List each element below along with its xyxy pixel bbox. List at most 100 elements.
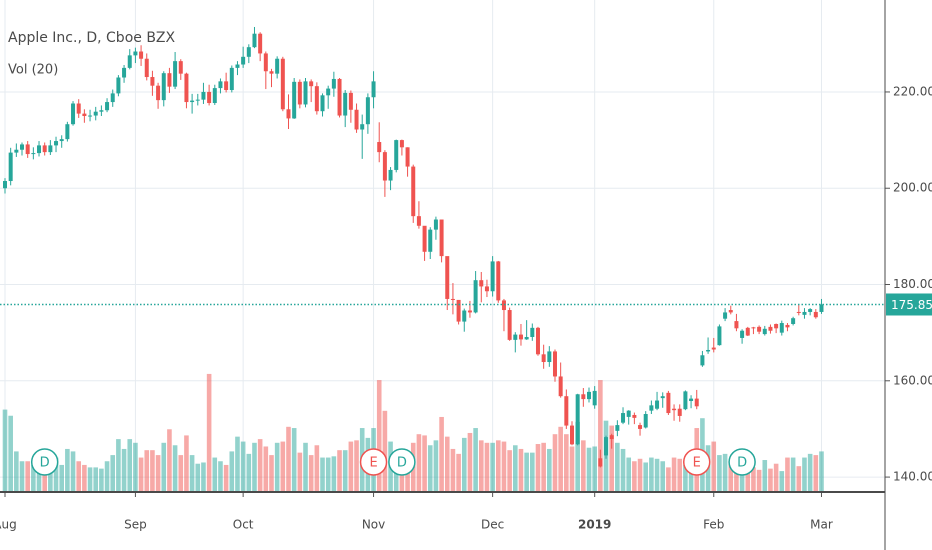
volume-bar [337,450,342,492]
candle-body [224,81,229,91]
volume-bar [581,440,586,492]
volume-bar [677,458,683,492]
volume-bar [138,457,144,492]
candle-body [246,47,251,57]
candle-body [326,88,331,96]
volume-bar [291,428,297,492]
candle-body [212,88,217,104]
volume-bar [779,471,785,492]
candle-body [723,312,728,319]
event-label: E [693,456,701,471]
volume-bar [65,448,70,492]
candle-body [116,77,121,94]
candle-body [575,394,580,445]
x-tick-label: Feb [703,518,724,532]
candle-body [535,327,540,355]
volume-bar [133,442,138,492]
volume-bar [450,448,456,492]
event-marker [682,448,711,476]
candle-body [371,81,376,98]
event-marker [359,448,388,476]
candle-body [133,51,138,56]
volume-bar [495,440,501,492]
candle-body [377,142,382,153]
volume-bar [643,462,649,492]
candle-body [757,326,762,332]
candle-body [59,139,64,142]
volume-bar [110,455,116,492]
x-tick-label: Mar [810,518,833,532]
volume-bar [382,410,388,492]
candle-body [76,103,81,114]
candle-body [365,97,370,125]
volume-bar [535,444,541,492]
candle-body [360,124,365,130]
candle-body [802,311,807,315]
volume-bar [314,445,320,492]
candle-body [195,99,200,101]
y-tick-label: 180.00 [893,277,932,291]
candle-body [740,330,745,338]
candle-body [518,334,523,340]
candle-body [621,413,626,423]
volume-bar [796,466,802,492]
candle-body [649,405,654,411]
volume-bar [444,436,450,492]
candle-body [3,181,7,189]
candle-body [382,152,387,181]
y-tick-label: 200.00 [893,181,932,195]
candle-body [161,73,166,101]
candle-body [507,310,512,340]
volume-bar [654,458,660,492]
volume-bar [76,461,82,492]
volume-bar [19,461,25,492]
volume-bar [762,460,768,492]
volume-bar [121,448,127,492]
volume-bar [671,457,677,492]
candle-body [484,286,489,292]
volume-bar [717,455,722,492]
candle-body [54,141,59,146]
candle-body [286,109,291,119]
candle-body [479,280,484,287]
candle-body [467,310,472,313]
candle-body [235,64,240,68]
candle-body [303,81,308,105]
candle-body [683,391,688,410]
candle-body [672,408,677,411]
candle-body [615,425,620,431]
candle-body [348,92,353,110]
candle-body [99,110,104,112]
candle-body [564,396,569,426]
volume-bar [722,453,728,492]
candle-body [156,85,161,101]
volume-bar [813,455,819,492]
candle-body [190,100,195,103]
volume-bar [195,463,201,492]
candle-body [581,394,586,400]
volume-bar [172,445,178,492]
volume-bar [773,463,779,492]
volume-bar [184,435,189,492]
volume-bar [93,467,99,492]
volume-bar [280,441,286,492]
volume-bar [807,453,813,492]
event-marker [30,448,59,476]
candle-body [42,145,47,153]
candle-body [388,169,393,181]
candle-body [745,327,750,336]
x-tick-label: Sep [124,518,147,532]
volume-bar [82,464,87,492]
volume-bar [87,467,93,492]
candle-body [513,334,518,340]
x-tick-label: Aug [0,518,17,532]
x-tick-label: 2019 [578,518,611,532]
candle-body [717,326,722,346]
candle-body [677,408,682,416]
volume-bar [592,446,597,492]
candle-body [638,425,643,429]
candle-body [105,102,110,111]
volume-bar [558,426,563,492]
volume-bar [42,467,47,492]
volume-bar [632,461,637,492]
